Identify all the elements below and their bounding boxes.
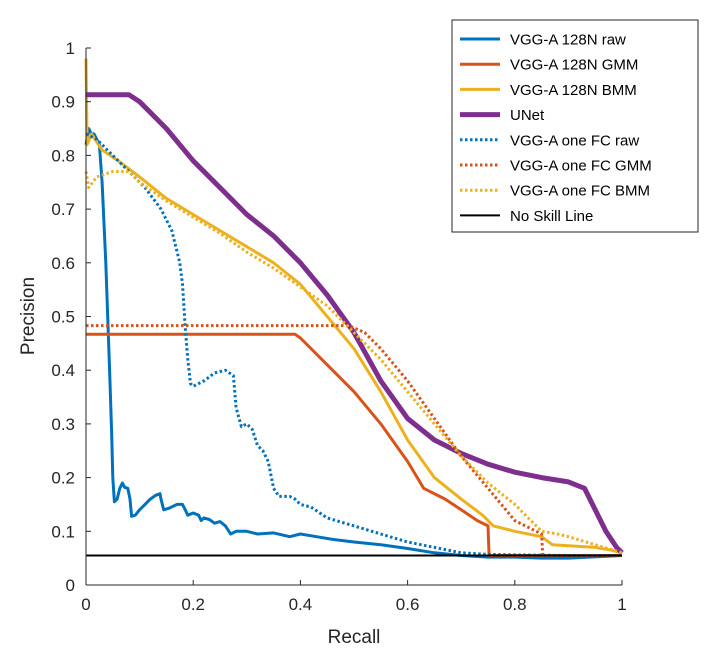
x-tick-label: 0.6 — [396, 595, 420, 614]
y-tick-label: 0.8 — [51, 146, 75, 165]
series-line-1 — [84, 127, 623, 560]
legend-label-7: VGG-A one FC BMM — [510, 183, 650, 200]
series-line-4 — [86, 92, 624, 555]
y-tick-label: 0.7 — [51, 200, 75, 219]
legend-label-4: UNet — [510, 107, 545, 124]
y-tick-label: 0.2 — [51, 469, 75, 488]
x-axis-label: Recall — [328, 627, 381, 648]
y-axis-label: Precision — [18, 277, 39, 355]
x-tick-label: 0.4 — [289, 595, 313, 614]
series-line-7 — [84, 170, 623, 555]
legend-label-2: VGG-A 128N GMM — [510, 57, 638, 74]
x-tick-label: 0.2 — [181, 595, 205, 614]
y-tick-label: 1 — [66, 39, 75, 58]
legend-label-5: VGG-A one FC raw — [510, 132, 639, 149]
legend-label-1: VGG-A 128N raw — [510, 32, 626, 49]
series-line-5 — [85, 132, 622, 557]
x-tick-label: 0.8 — [503, 595, 527, 614]
x-tick-label: 1 — [617, 595, 626, 614]
y-tick-label: 0.5 — [51, 308, 75, 327]
axes-layer: 0 0.2 0.4 0.6 0.8 1 0 0.1 0.2 0.3 0.4 0.5 0.6 0.7 0.8 0… — [51, 39, 626, 614]
series-layer — [84, 58, 624, 560]
legend-box — [451, 19, 699, 233]
legend-label-3: VGG-A 128N BMM — [510, 82, 637, 99]
y-tick-label: 0.1 — [51, 522, 75, 541]
legend-label-6: VGG-A one FC GMM — [510, 158, 652, 175]
y-tick-label: 0.4 — [51, 361, 75, 380]
y-tick-label: 0.9 — [51, 93, 75, 112]
x-tick-label: 0 — [81, 595, 90, 614]
y-tick-label: 0 — [66, 576, 75, 595]
legend-label-8: No Skill Line — [510, 208, 593, 225]
legend: VGG-A 128N raw VGG-A 128N GMM VGG-A 128N B… — [451, 19, 699, 233]
y-tick-label: 0.6 — [51, 254, 75, 273]
y-tick-label: 0.3 — [51, 415, 75, 434]
